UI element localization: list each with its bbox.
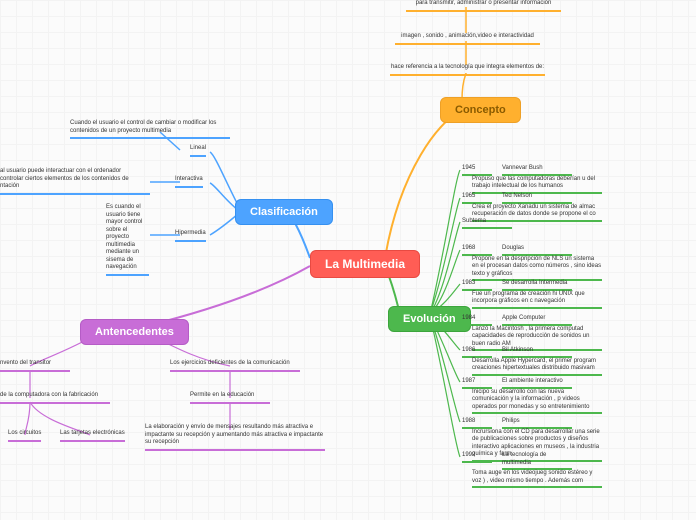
evolution-year: Subtema bbox=[462, 218, 512, 229]
evolution-year: 1986 bbox=[462, 347, 492, 358]
evolution-who: El ambiente interactivo bbox=[502, 378, 572, 389]
evolution-year: 1984 bbox=[462, 315, 492, 326]
evolution-desc: Propuso que las computadoras deberían u … bbox=[472, 176, 602, 194]
evolution-who: Ted Nelson bbox=[502, 193, 572, 204]
clasif-lineal-desc: Cuando el usuario el control de cambiar … bbox=[70, 120, 230, 139]
antec-e: Los ejercicios deficientes de la comunic… bbox=[170, 360, 300, 372]
evolution-desc: Propone en la despripción de NLS un sist… bbox=[472, 256, 602, 282]
evolution-desc: Inicipo su desarrollo con las nueva comu… bbox=[472, 389, 602, 415]
evolution-who: Se desarrolla Intermedia bbox=[502, 280, 572, 291]
evolution-row: 1984Apple ComputerLanzó la Macintosh , l… bbox=[462, 315, 696, 351]
clasif-hipermedia-desc: Es cuando el usuario tiene mayor control… bbox=[106, 204, 149, 276]
antec-g: La elaboración y envío de mensajes resul… bbox=[145, 424, 325, 451]
evolution-row: 1987 El ambiente interactivoInicipo su de… bbox=[462, 378, 696, 414]
antec-c: Los circuitos bbox=[8, 430, 41, 442]
antec-b: de la computadora con la fabricación bbox=[0, 392, 110, 404]
clasificacion-node[interactable]: Clasificación bbox=[235, 199, 333, 225]
evolution-who: Bil Atkinson bbox=[502, 347, 572, 358]
evolution-year: 1987 bbox=[462, 378, 492, 389]
evolution-row: 1983 Se desarrolla IntermediaFue un progr… bbox=[462, 280, 696, 309]
evolution-row: Subtema bbox=[462, 218, 696, 229]
evolucion-node[interactable]: Evolución bbox=[388, 306, 471, 332]
concepto-line-c: hace referencia a la tecnología que inte… bbox=[390, 64, 545, 76]
evolution-who: Apple Computer bbox=[502, 315, 572, 326]
evolution-year: 1965 bbox=[462, 193, 492, 204]
evolution-year: 1988 bbox=[462, 418, 492, 429]
evolution-row: 1945 Vannevar BushPropuso que las computa… bbox=[462, 165, 696, 194]
antecedentes-node[interactable]: Antencedentes bbox=[80, 319, 189, 345]
evolution-year: 1968 bbox=[462, 245, 492, 256]
evolution-desc: Fue un programa de creación hi UNIX que … bbox=[472, 291, 602, 309]
evolution-who: Philips bbox=[502, 418, 572, 429]
central-node[interactable]: La Multimedia bbox=[310, 250, 420, 278]
antec-d: Las tarjetas electrónicas bbox=[60, 430, 125, 442]
antec-a: nvento del transitor bbox=[0, 360, 70, 372]
evolution-row: 1986 Bil AtkinsonDesarrolla Apple Hyperca… bbox=[462, 347, 696, 376]
concepto-line-b: imagen , sonido , animación,video e inte… bbox=[395, 33, 540, 45]
clasif-interactiva: Interactiva bbox=[175, 176, 203, 188]
clasif-interactiva-desc: al usuario puede interactuar con el orde… bbox=[0, 168, 150, 195]
concepto-node[interactable]: Concepto bbox=[440, 97, 521, 123]
evolution-desc: Desarrolla Apple Hypercard, el primer pr… bbox=[472, 358, 602, 376]
evolution-who: Vannevar Bush bbox=[502, 165, 572, 176]
clasif-lineal: Lineal bbox=[190, 145, 206, 157]
clasif-hipermedia: Hipermedia bbox=[175, 230, 206, 242]
evolution-row: 1968 DouglasPropone en la despripción de … bbox=[462, 245, 696, 281]
evolution-year: 1945 bbox=[462, 165, 492, 176]
evolution-who: La tecnología de multimedia bbox=[502, 452, 572, 470]
evolution-desc: Toma auge en los videojueg sonido estére… bbox=[472, 470, 602, 488]
evolution-row: 1992 La tecnología de multimediaToma auge… bbox=[462, 452, 696, 488]
evolution-year: 1992 bbox=[462, 452, 492, 463]
antec-f: Permite en la educación bbox=[190, 392, 270, 404]
concepto-line-a: para transmitir, administrar o presentar… bbox=[406, 0, 561, 12]
evolution-year: 1983 bbox=[462, 280, 492, 291]
evolution-who: Douglas bbox=[502, 245, 572, 256]
